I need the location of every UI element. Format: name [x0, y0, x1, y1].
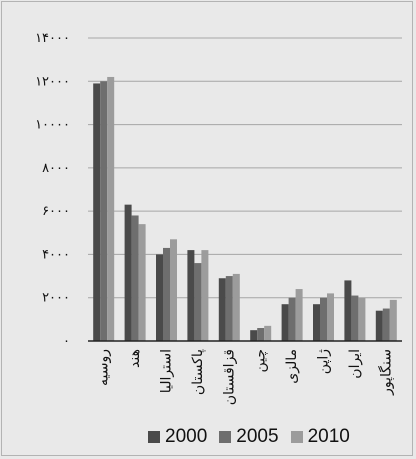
- bar-2005: [163, 247, 170, 341]
- legend-label-2010: 2010: [307, 426, 350, 447]
- bar-2010: [295, 289, 303, 341]
- y-tick-label: ۲۰۰۰: [42, 291, 70, 306]
- bar-2000: [313, 304, 320, 341]
- y-tick-label: ۱۴۰۰۰: [35, 31, 70, 46]
- bar-2010: [170, 239, 177, 341]
- legend: 2000 2005 2010: [148, 424, 362, 450]
- x-tick-label: چین: [253, 349, 269, 373]
- bar-2010: [201, 250, 209, 341]
- bar-2010: [107, 76, 115, 341]
- bar-2005: [382, 308, 390, 341]
- legend-swatch-2010: [290, 431, 303, 443]
- bar-2000: [93, 83, 101, 341]
- legend-item-2005: 2005: [219, 426, 279, 448]
- bar-2005: [225, 276, 233, 341]
- legend-label-2005: 2005: [236, 426, 279, 447]
- x-tick-label: مالزی: [284, 349, 300, 384]
- legend-item-2010: 2010: [290, 426, 350, 448]
- bar-2000: [156, 254, 163, 341]
- x-tick-label: هند: [127, 349, 143, 368]
- bar-2005: [320, 297, 327, 341]
- bar-2010: [389, 299, 397, 341]
- x-axis-labels: روسیه هند استرالیا پاکستان قزاقستان چین مالزی ژ…: [96, 349, 395, 405]
- bar-2000: [218, 278, 226, 341]
- bar-2005: [351, 295, 359, 341]
- y-tick-label: ۴۰۰۰: [42, 247, 70, 262]
- x-tick-label: ژاپن: [316, 349, 332, 374]
- bar-2010: [327, 293, 334, 341]
- x-tick-label: پاکستان: [190, 349, 206, 395]
- y-axis-ticks: ۰ ۲۰۰۰ ۴۰۰۰ ۶۰۰۰ ۸۰۰۰ ۱۰۰۰۰ ۱۲۰۰۰ ۱۴۰۰۰: [35, 31, 70, 349]
- bar-2010: [138, 224, 146, 341]
- legend-swatch-2000: [148, 431, 160, 443]
- bar-2000: [375, 310, 383, 341]
- bar-2010: [232, 273, 240, 341]
- bar-2010: [358, 297, 366, 341]
- bar-2010: [264, 325, 272, 341]
- bar-2000: [124, 204, 132, 341]
- y-tick-label: ۰: [63, 334, 70, 349]
- bar-2000: [344, 280, 352, 341]
- y-tick-label: ۱۲۰۰۰: [35, 74, 70, 89]
- x-tick-label: استرالیا: [159, 349, 175, 393]
- x-tick-label: روسیه: [96, 349, 112, 386]
- x-tick-label: ایران: [347, 349, 363, 379]
- bar-2005: [194, 263, 202, 341]
- legend-label-2000: 2000: [165, 426, 208, 447]
- bars: [93, 76, 397, 342]
- y-tick-label: ۶۰۰۰: [42, 204, 70, 219]
- legend-swatch-2005: [219, 431, 232, 443]
- bar-2005: [131, 215, 139, 341]
- bar-2000: [187, 250, 195, 341]
- bar-2000: [250, 330, 258, 341]
- y-tick-label: ۸۰۰۰: [42, 161, 70, 176]
- bar-2005: [257, 328, 265, 341]
- bar-2000: [281, 304, 289, 341]
- x-tick-label: قزاقستان: [221, 349, 237, 405]
- bar-2005: [288, 297, 296, 341]
- x-tick-label: سنگاپور: [377, 349, 394, 396]
- y-tick-label: ۱۰۰۰۰: [35, 118, 70, 133]
- legend-item-2000: 2000: [148, 426, 207, 448]
- bar-2005: [100, 81, 108, 342]
